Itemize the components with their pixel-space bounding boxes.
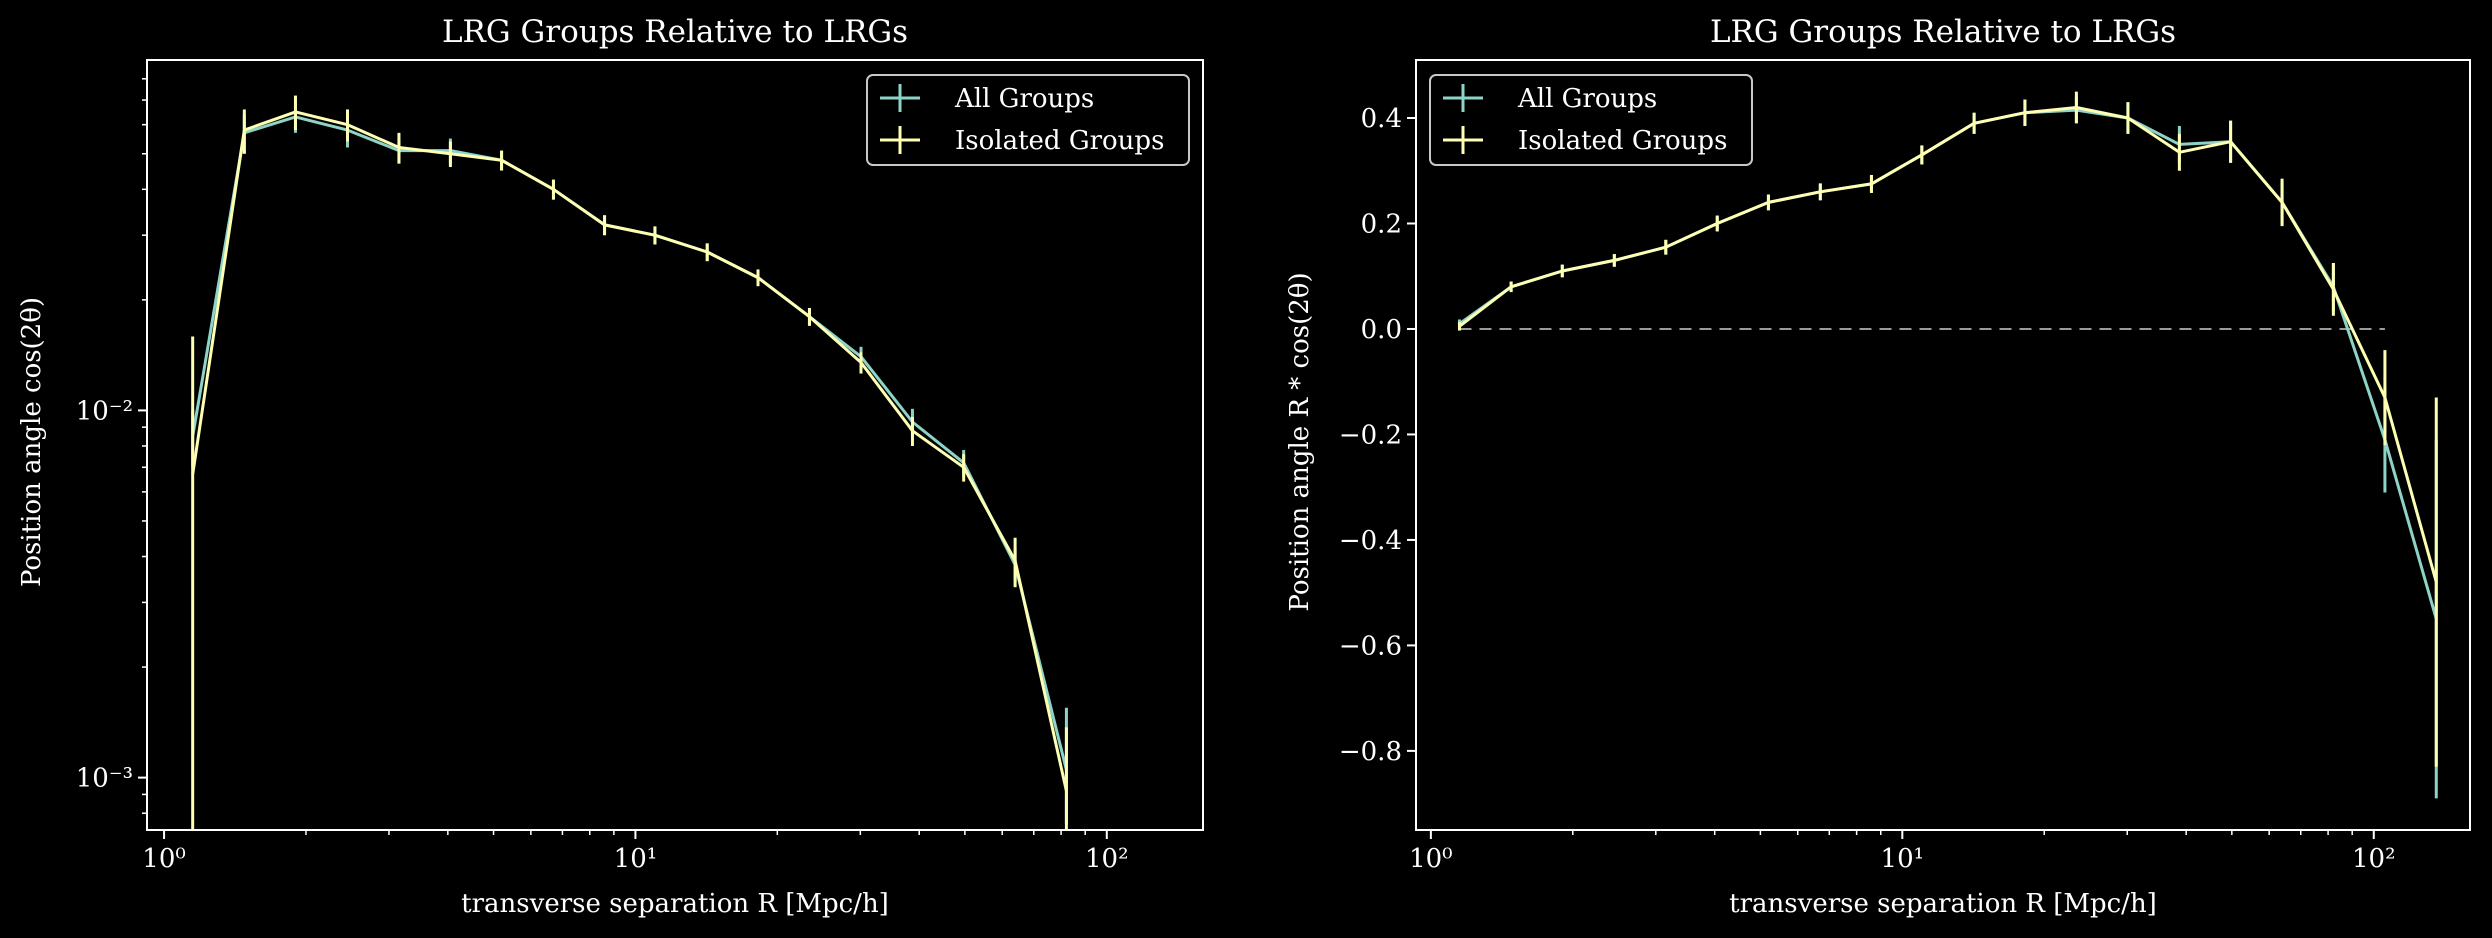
left-ytick-label: 10⁻³ (76, 764, 133, 794)
right-ytick-label: −0.6 (1339, 631, 1402, 661)
left-chart-ylabel: Position angle cos(2θ) (17, 297, 47, 587)
right-ytick-label: 0.2 (1361, 209, 1402, 239)
right-ytick-label: 0.4 (1361, 104, 1402, 134)
right-ytick-label: −0.4 (1339, 526, 1402, 556)
right-ytick-label: 0.0 (1361, 315, 1402, 345)
right-chart-ylabel: Position angle R * cos(2θ) (1285, 272, 1315, 611)
right-ytick-label: −0.2 (1339, 420, 1402, 450)
right-xtick-label: 10⁰ (1409, 844, 1453, 874)
right-legend-isolated-groups: Isolated Groups (1518, 126, 1727, 156)
right-chart-xlabel: transverse separation R [Mpc/h] (1729, 889, 2157, 919)
left-chart-title: LRG Groups Relative to LRGs (442, 14, 908, 50)
left-xtick-label: 10² (1085, 844, 1129, 874)
right-ytick-label: −0.8 (1339, 737, 1402, 767)
left-chart-frame (146, 59, 1204, 831)
right-chart-title: LRG Groups Relative to LRGs (1710, 14, 2176, 50)
left-ytick-label: 10⁻² (76, 396, 133, 426)
left-chart-xlabel: transverse separation R [Mpc/h] (461, 889, 889, 919)
right-legend-box (1429, 74, 1753, 166)
left-legend-all-groups: All Groups (954, 84, 1094, 114)
left-legend-isolated-groups: Isolated Groups (955, 126, 1164, 156)
right-chart-frame (1415, 59, 2471, 831)
left-isolated-groups-line (191, 110, 1068, 792)
left-chart-panel: LRG Groups Relative to LRGs transverse s… (17, 14, 1204, 919)
left-chart-marks: 10⁰ 10¹ 10² 10⁻³ 10⁻² (76, 78, 1129, 874)
right-chart-legend: All Groups Isolated Groups (1429, 74, 1753, 166)
left-xtick-label: 10¹ (614, 844, 658, 874)
right-xtick-label: 10¹ (1881, 844, 1925, 874)
right-chart-panel: LRG Groups Relative to LRGs transverse s… (1285, 14, 2471, 919)
left-chart-legend: All Groups Isolated Groups (866, 74, 1190, 166)
left-legend-box (866, 74, 1190, 166)
right-legend-all-groups: All Groups (1517, 84, 1657, 114)
right-chart-marks: 10⁰ 10¹ 10² 0.4 0.2 0.0 −0.2 −0.4 −0.6 −0.8 (1339, 91, 2438, 874)
left-xtick-label: 10⁰ (142, 844, 186, 874)
right-xtick-label: 10² (2352, 844, 2396, 874)
right-isolated-groups-line (1458, 106, 2438, 583)
